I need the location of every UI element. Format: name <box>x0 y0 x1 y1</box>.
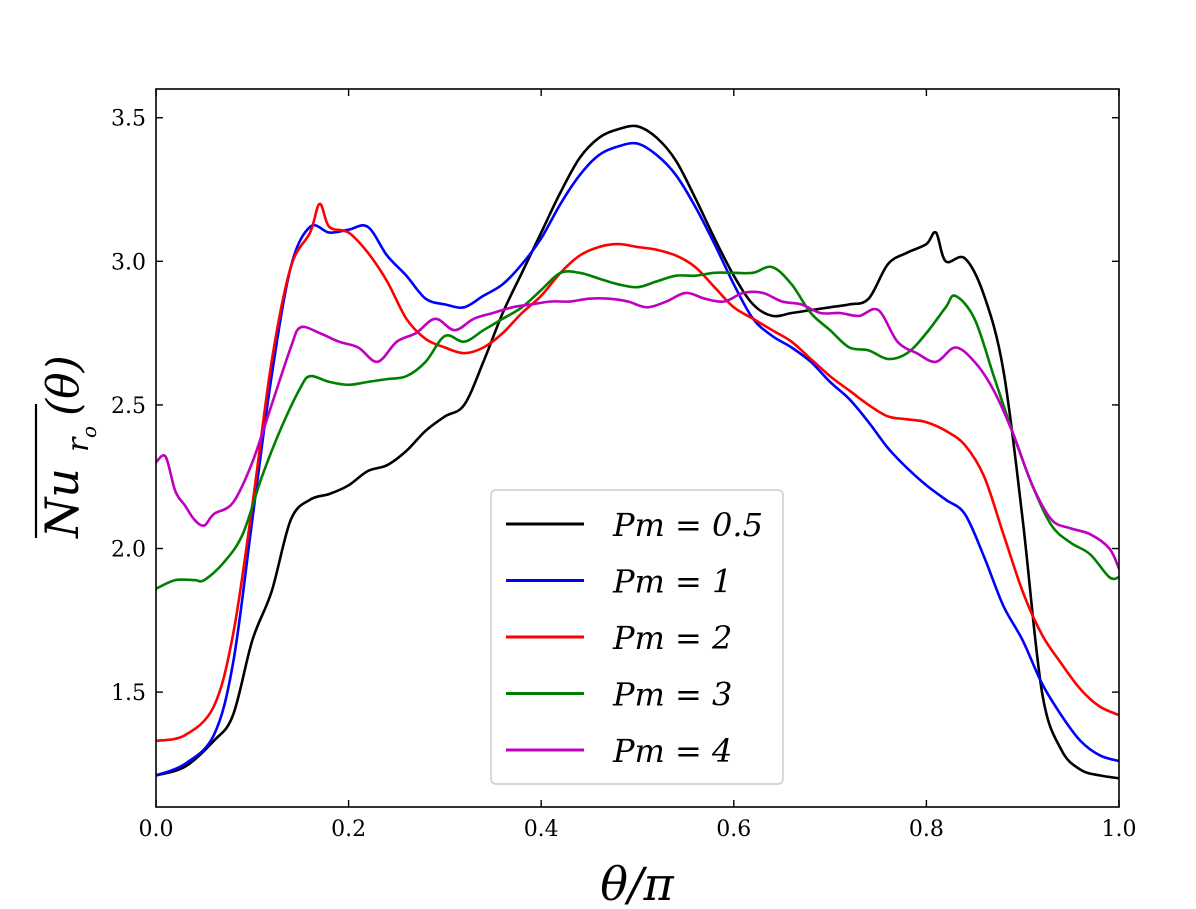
legend: Pm = 0.5 Pm = 1 Pm = 2 Pm = 3 Pm = 4 <box>490 489 784 785</box>
plot-area <box>155 88 1120 808</box>
legend-label-4: Pm = 4 <box>612 732 732 770</box>
x-tick-label: 0.2 <box>331 817 366 842</box>
y-tick-label: 2.5 <box>111 394 146 419</box>
y-tick-label: 3.0 <box>111 250 146 275</box>
legend-box <box>490 489 784 785</box>
x-axis-label: θ/π <box>600 857 674 909</box>
x-tick-label: 0.0 <box>139 817 174 842</box>
series-line-1 <box>156 141 1119 777</box>
x-tick-label: 0.6 <box>716 817 751 842</box>
legend-label-2: Pm = 2 <box>612 619 732 657</box>
x-axis-title: θ/π <box>600 857 674 909</box>
series-layer <box>156 124 1119 780</box>
series-line-4 <box>156 290 1119 570</box>
y-axis-label-main: Nu <box>35 468 89 539</box>
y-axis-label-sub: r <box>61 436 96 452</box>
series-line-0 <box>156 124 1119 780</box>
ticks-layer: 0.0 0.2 0.4 0.6 0.8 1.0 1.5 2.0 2.5 3.0 3.5 <box>111 89 1137 842</box>
y-axis-label-subsub: o <box>77 426 101 438</box>
series-line-2 <box>156 202 1119 743</box>
series-line-3 <box>156 265 1119 590</box>
y-tick-label: 2.0 <box>111 538 146 563</box>
y-axis-label-arg: (θ) <box>38 355 89 416</box>
x-tick-label: 0.4 <box>524 817 559 842</box>
axes-frame <box>155 88 1120 808</box>
y-tick-label: 3.5 <box>111 107 146 132</box>
y-tick-label: 1.5 <box>111 681 146 706</box>
legend-label-0: Pm = 0.5 <box>612 506 763 544</box>
legend-label-3: Pm = 3 <box>612 676 732 714</box>
y-axis-title: Nu r o (θ) <box>34 355 101 539</box>
legend-label-1: Pm = 1 <box>612 563 732 601</box>
x-tick-label: 0.8 <box>909 817 944 842</box>
x-tick-label: 1.0 <box>1102 817 1137 842</box>
